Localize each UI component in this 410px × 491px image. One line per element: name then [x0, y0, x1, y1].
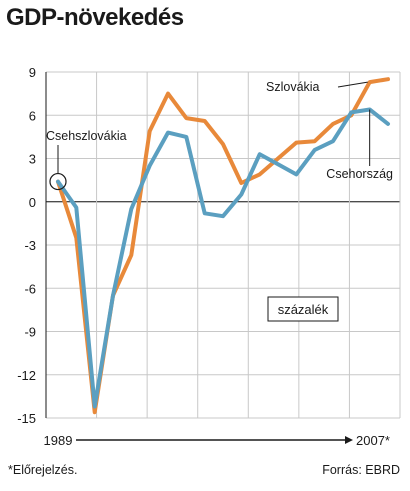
- y-tick-label: 0: [29, 195, 36, 210]
- x-start-label: 1989: [44, 433, 73, 448]
- y-tick-label: -12: [17, 368, 36, 383]
- unit-label: százalék: [278, 302, 329, 317]
- y-tick-label: -9: [24, 325, 36, 340]
- annotations: Csehszlovákia Szlovákia Csehország: [46, 80, 393, 191]
- footer-note: *Előrejelzés.: [8, 463, 77, 477]
- series-label-szlovakia: Szlovákia: [266, 80, 320, 94]
- series-line-csehorszag: [56, 107, 390, 409]
- gridlines: [45, 71, 401, 419]
- x-axis-arrowhead: [345, 436, 353, 444]
- szlovakia-leader-line: [337, 81, 368, 88]
- series-label-csehorszag: Csehország: [326, 167, 393, 181]
- start-annotation-label: Csehszlovákia: [46, 129, 127, 143]
- y-tick-label: -15: [17, 411, 36, 426]
- x-end-label: 2007*: [356, 433, 390, 448]
- y-tick-label: 3: [29, 152, 36, 167]
- y-tick-label: -6: [24, 281, 36, 296]
- unit-box: [267, 296, 339, 322]
- y-tick-label: 9: [29, 65, 36, 80]
- y-tick-label: -3: [24, 238, 36, 253]
- y-axis-ticks: 9 6 3 0 -3 -6 -9 -12 -15: [17, 65, 36, 426]
- footer-source: Forrás: EBRD: [322, 463, 400, 477]
- chart-title: GDP-növekedés: [6, 4, 184, 31]
- series-lines: [56, 77, 390, 415]
- y-tick-label: 6: [29, 108, 36, 123]
